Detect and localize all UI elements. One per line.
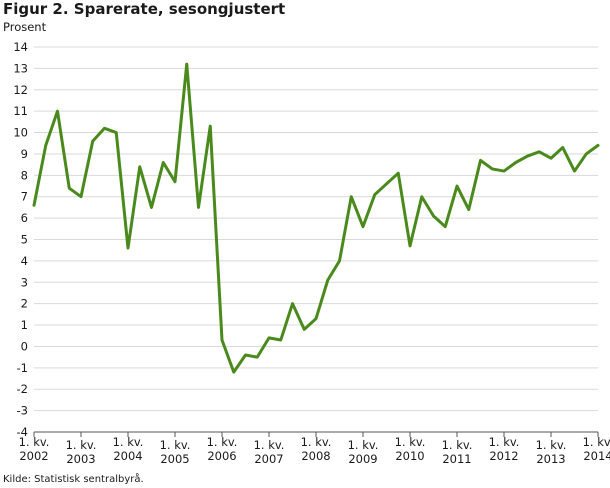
x-tick-year-label: 2014 (583, 449, 610, 463)
x-tick-quarter-label: 1. kv. (160, 438, 191, 452)
y-tick-label: 7 (21, 190, 28, 204)
x-tick-quarter-label: 1. kv. (254, 438, 285, 452)
x-tick-quarter-label: 1. kv. (207, 435, 238, 449)
x-tick-year-label: 2012 (489, 449, 518, 463)
x-tick-year-label: 2013 (536, 452, 565, 466)
y-tick-label: 10 (13, 126, 28, 140)
x-tick-quarter-label: 1. kv. (348, 438, 379, 452)
x-tick-year-label: 2002 (19, 449, 48, 463)
y-tick-label: 6 (21, 211, 28, 225)
x-tick-year-label: 2007 (254, 452, 283, 466)
y-tick-label: 12 (13, 83, 28, 97)
x-tick-quarter-label: 1. kv. (536, 438, 567, 452)
x-tick-year-label: 2005 (160, 452, 189, 466)
y-tick-label: 11 (13, 104, 28, 118)
x-tick-year-label: 2009 (348, 452, 377, 466)
series-sparerate (32, 62, 600, 374)
x-tick-quarter-label: 1. kv. (19, 435, 50, 449)
x-tick-quarter-label: 1. kv. (583, 435, 610, 449)
y-tick-label: -4 (17, 425, 28, 439)
gridlines (34, 46, 598, 433)
y-tick-label: 8 (21, 168, 28, 182)
source-note: Kilde: Statistisk sentralbyrå. (3, 474, 144, 485)
x-tick-year-label: 2010 (395, 449, 424, 463)
y-tick-label: 14 (13, 40, 28, 54)
y-tick-label: -3 (17, 404, 28, 418)
x-tick-quarter-label: 1. kv. (113, 435, 144, 449)
y-tick-label: 3 (21, 275, 28, 289)
y-tick-label: -2 (17, 382, 28, 396)
x-tick-quarter-label: 1. kv. (301, 435, 332, 449)
y-tick-label: 0 (21, 339, 28, 353)
x-tick-quarter-label: 1. kv. (395, 435, 426, 449)
y-tick-label: -1 (17, 361, 28, 375)
y-tick-label: 2 (21, 297, 28, 311)
x-tick-year-label: 2006 (207, 449, 236, 463)
y-tick-label: 5 (21, 233, 28, 247)
x-tick-quarter-label: 1. kv. (489, 435, 520, 449)
x-tick-year-label: 2011 (442, 452, 471, 466)
y-tick-label: 13 (13, 61, 28, 75)
chart-title: Figur 2. Sparerate, sesongjustert (3, 0, 286, 18)
series-line (32, 62, 600, 374)
y-axis-unit-label: Prosent (3, 20, 47, 34)
x-tick-year-label: 2008 (301, 449, 330, 463)
x-tick-quarter-label: 1. kv. (442, 438, 473, 452)
y-tick-label: 1 (21, 318, 28, 332)
y-tick-label: 4 (21, 254, 28, 268)
x-tick-year-label: 2004 (113, 449, 142, 463)
x-tick-quarter-label: 1. kv. (66, 438, 97, 452)
y-tick-label: 9 (21, 147, 28, 161)
x-tick-year-label: 2003 (66, 452, 95, 466)
